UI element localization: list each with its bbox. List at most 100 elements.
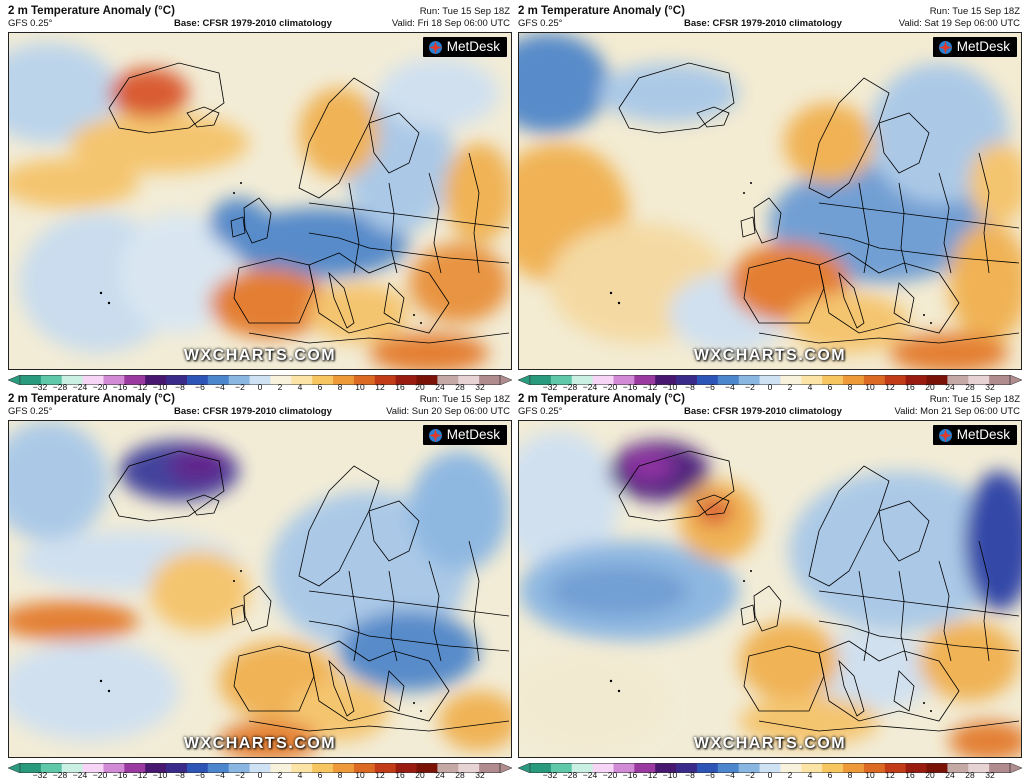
run-time: Run: Tue 15 Sep 18Z [419, 6, 510, 17]
colorbar-ticks: −32 −28 −24 −20 −16 −12 −10 −8 −6 −4 −2 0 2 4 6 8 10 12 16… [8, 382, 512, 394]
colorbar-segment [676, 375, 698, 385]
colorbar-segment [634, 375, 656, 385]
colorbar-segment [634, 763, 656, 773]
run-time: Run: Tue 15 Sep 18Z [929, 394, 1020, 405]
colorbar-segment [437, 375, 459, 385]
chart-title: 2 m Temperature Anomaly (°C) [518, 393, 685, 405]
colorbar-tick-label: 32 [475, 770, 485, 780]
colorbar-segment [395, 763, 418, 773]
chart-title: 2 m Temperature Anomaly (°C) [8, 5, 175, 17]
colorbar-tick-label: 10 [355, 382, 365, 392]
colorbar-segment [291, 763, 313, 773]
base-value: CFSR 1979-2010 climatology [712, 18, 842, 29]
run-time: Run: Tue 15 Sep 18Z [929, 6, 1020, 17]
colorbar-segment [166, 375, 188, 385]
anomaly-map: MetDesk WXCHARTS.COM [8, 420, 512, 758]
colorbar-tick-label: −28 [52, 770, 68, 780]
colorbar-segment [249, 375, 271, 385]
colorbar-tick-label: 24 [945, 382, 955, 392]
anomaly-map-graphic [9, 421, 511, 757]
colorbar-tick-label: 24 [945, 770, 955, 780]
colorbar-tick-label: 28 [965, 770, 975, 780]
colorbar-segment [207, 375, 230, 385]
colorbar-tick-label: −8 [175, 382, 185, 392]
colorbar-segment [843, 763, 865, 773]
colorbar-segment [676, 763, 698, 773]
chart-title: 2 m Temperature Anomaly (°C) [518, 5, 685, 17]
colorbar-segment [20, 375, 42, 385]
colorbar-tick-label: −8 [685, 382, 695, 392]
colorbar-segment [103, 763, 125, 773]
colorbar-segment [437, 763, 459, 773]
colorbar-tick-label: −8 [685, 770, 695, 780]
chart-panel-4: 2 m Temperature Anomaly (°C) GFS 0.25° B… [517, 392, 1023, 780]
colorbar-tick-label: −4 [215, 770, 225, 780]
colorbar-tick-label: −24 [582, 382, 598, 392]
colorbar-segment [717, 763, 740, 773]
colorbar-tick-label: 32 [985, 770, 995, 780]
colorbar-segment [822, 375, 844, 385]
run-time: Run: Tue 15 Sep 18Z [419, 394, 510, 405]
colorbar-segment [186, 763, 209, 773]
colorbar-tick-label: −2 [745, 382, 755, 392]
colorbar-ticks: −32 −28 −24 −20 −16 −12 −10 −8 −6 −4 −2 0 2 4 6 8 10 12 16… [518, 382, 1022, 394]
colorbar-segment [822, 763, 844, 773]
colorbar-tick-label: −8 [175, 770, 185, 780]
colorbar-segment [738, 763, 761, 773]
colorbar-segment [592, 763, 614, 773]
colorbar-segment [989, 763, 1011, 773]
colorbar-segment [550, 763, 573, 773]
colorbar-tick-label: −32 [542, 382, 558, 392]
colorbar-segment [592, 375, 614, 385]
colorbar-tick-label: 6 [827, 770, 833, 780]
colorbar-tick-label: 6 [317, 770, 323, 780]
colorbar [517, 760, 1023, 774]
colorbar-tick-label: 12 [375, 770, 385, 780]
colorbar-tick-label: 12 [375, 382, 385, 392]
colorbar-tick-label: −20 [92, 770, 108, 780]
colorbar-segment [947, 375, 969, 385]
colorbar-segment [926, 375, 948, 385]
colorbar-tick-label: 24 [435, 770, 445, 780]
colorbar-segment [103, 375, 125, 385]
base-label: Base: [684, 406, 710, 417]
colorbar-segment [759, 375, 781, 385]
colorbar-tick-label: 4 [297, 770, 303, 780]
model-label: GFS 0.25° [518, 18, 563, 29]
colorbar-tick-label: 28 [455, 382, 465, 392]
colorbar-tick-label: 10 [865, 382, 875, 392]
colorbar-tick-label: −16 [622, 770, 638, 780]
metdesk-logo-icon [938, 41, 952, 54]
colorbar-tick-label: 10 [865, 770, 875, 780]
colorbar-segment [82, 763, 104, 773]
colorbar-ticks: −32 −28 −24 −20 −16 −12 −10 −8 −6 −4 −2 0 2 4 6 8 10 12 16… [518, 770, 1022, 782]
colorbar-tick-label: 28 [455, 770, 465, 780]
colorbar-segment [353, 763, 376, 773]
valid-time: Valid: Sat 19 Sep 06:00 UTC [898, 18, 1020, 29]
colorbar-segment [989, 375, 1011, 385]
base-label: Base: [174, 406, 200, 417]
valid-time: Valid: Fri 18 Sep 06:00 UTC [391, 18, 510, 29]
colorbar-segment [353, 375, 376, 385]
colorbar-tick-label: −10 [152, 770, 168, 780]
colorbar-tick-label: −16 [112, 770, 128, 780]
wxcharts-watermark: WXCHARTS.COM [183, 347, 337, 364]
colorbar-segment [82, 375, 104, 385]
colorbar-segment [291, 375, 313, 385]
colorbar-tick-label: 4 [297, 382, 303, 392]
colorbar-tick-label: 12 [885, 382, 895, 392]
colorbar-segment [270, 375, 292, 385]
colorbar-segment [696, 375, 719, 385]
colorbar-segment [843, 375, 865, 385]
colorbar-tick-label: 16 [395, 382, 405, 392]
colorbar-segment [20, 763, 42, 773]
colorbar-tick-label: −28 [562, 770, 578, 780]
colorbar-tick-label: −20 [602, 382, 618, 392]
colorbar-segment [270, 763, 292, 773]
base-label: Base: [174, 18, 200, 29]
colorbar-segment [374, 763, 397, 773]
colorbar-tick-label: −32 [32, 382, 48, 392]
colorbar-tick-label: 16 [395, 770, 405, 780]
base-value: CFSR 1979-2010 climatology [202, 18, 332, 29]
colorbar-tick-label: −4 [725, 382, 735, 392]
